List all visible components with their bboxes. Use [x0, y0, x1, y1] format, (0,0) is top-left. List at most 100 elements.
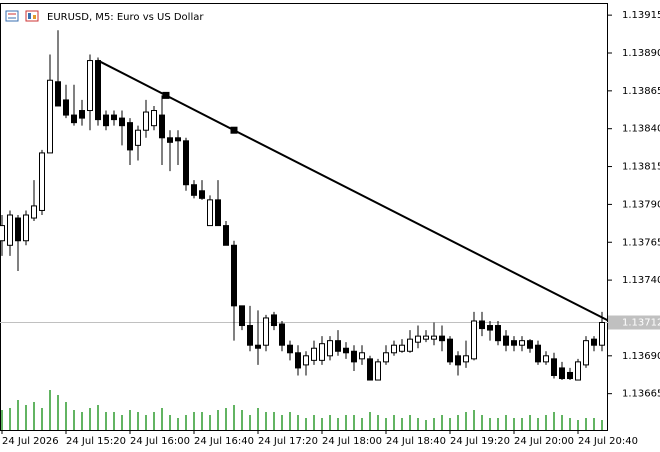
candle-body — [159, 114, 165, 139]
y-tick-label: 1.13790 — [622, 199, 660, 210]
candle-body — [479, 320, 485, 330]
x-tick-label: 24 Jul 19:20 — [450, 436, 510, 447]
chart-title: EURUSD, M5: Euro vs US Dollar — [47, 12, 204, 23]
candle-body — [303, 355, 309, 366]
candle-body — [279, 323, 285, 346]
candle-body — [183, 140, 189, 186]
x-tick-label: 24 Jul 18:00 — [322, 436, 382, 447]
trend-anchor — [230, 126, 238, 134]
candle-body — [271, 314, 277, 327]
candle-body — [359, 352, 365, 360]
candle-body — [263, 317, 269, 346]
candle-body — [551, 358, 557, 376]
candle-body — [335, 340, 341, 352]
candle-body — [103, 114, 109, 127]
candle-body — [343, 347, 349, 354]
candle-body — [95, 60, 101, 121]
candle-body — [311, 347, 317, 361]
candle-body — [455, 355, 461, 366]
y-tick-label: 1.13840 — [622, 124, 660, 135]
y-tick-label: 1.13915 — [622, 10, 660, 21]
candle-body — [575, 361, 581, 381]
y-tick-label: 1.13865 — [622, 86, 660, 97]
candle-body — [191, 184, 197, 196]
x-tick-label: 24 Jul 20:00 — [514, 436, 574, 447]
candle-body — [239, 305, 245, 327]
candle-body — [63, 99, 69, 116]
candle-body — [287, 344, 293, 354]
icon — [25, 10, 39, 22]
candle-body — [79, 110, 85, 119]
candle-body — [391, 344, 397, 354]
candle-body — [495, 325, 501, 342]
candle-body — [199, 190, 205, 199]
last-price-box — [608, 315, 660, 330]
trend-line — [97, 59, 613, 324]
x-tick-label: 24 Jul 18:40 — [386, 436, 446, 447]
candle-body — [463, 355, 469, 363]
candle-body — [207, 199, 213, 227]
last-price-label: 1.13712 — [622, 318, 660, 329]
candle-body — [231, 244, 237, 307]
candle-body — [39, 152, 45, 211]
symbol-icons — [5, 10, 39, 22]
candle-body — [511, 340, 517, 346]
candle-body — [127, 122, 133, 151]
x-tick-label: 24 Jul 2026 — [2, 436, 59, 447]
candle-body — [487, 325, 493, 331]
candle-body — [503, 335, 509, 346]
candle-body — [543, 355, 549, 363]
x-tick-label: 24 Jul 16:00 — [130, 436, 190, 447]
candle-body — [319, 343, 325, 361]
x-tick-label: 24 Jul 20:40 — [578, 436, 638, 447]
candle-body — [559, 367, 565, 380]
candle-body — [367, 358, 373, 381]
y-tick-label: 1.13740 — [622, 275, 660, 286]
candle-body — [151, 110, 157, 127]
candle-body — [247, 325, 253, 346]
candle-body — [407, 338, 413, 352]
x-tick-label: 24 Jul 17:20 — [258, 436, 318, 447]
candle-body — [591, 338, 597, 346]
candle-body — [295, 352, 301, 369]
candle-body — [415, 335, 421, 343]
candle-body — [23, 214, 29, 242]
candle-body — [135, 129, 141, 146]
candle-body — [71, 114, 77, 124]
candle-body — [527, 340, 533, 349]
icon — [5, 10, 19, 22]
candle-body — [439, 335, 445, 342]
candle-body — [111, 114, 117, 121]
y-tick-label: 1.13815 — [622, 162, 660, 173]
candle-body — [383, 352, 389, 363]
candle-body — [423, 335, 429, 340]
candle-body — [399, 344, 405, 352]
trend-anchor — [162, 91, 170, 99]
candle-body — [7, 214, 13, 246]
candle-body — [55, 81, 61, 107]
y-tick-label: 1.13690 — [622, 351, 660, 362]
candle-body — [31, 205, 37, 219]
y-tick-label: 1.13665 — [622, 389, 660, 400]
candle-body — [375, 361, 381, 381]
candle-body — [567, 371, 573, 380]
candle-body — [87, 60, 93, 112]
candle-body — [519, 340, 525, 346]
x-tick-label: 24 Jul 16:40 — [194, 436, 254, 447]
x-tick-label: 24 Jul 15:20 — [66, 436, 126, 447]
candle-body — [535, 344, 541, 363]
candle-body — [327, 340, 333, 357]
icon — [33, 15, 36, 19]
y-tick-label: 1.13765 — [622, 237, 660, 248]
y-tick-label: 1.13890 — [622, 48, 660, 59]
candle-body — [143, 111, 149, 131]
candle-body — [215, 199, 221, 227]
candle-body — [599, 322, 605, 346]
candle-body — [255, 344, 261, 349]
icon — [28, 13, 31, 19]
candle-body — [431, 335, 437, 340]
candle-body — [175, 137, 181, 142]
candle-body — [0, 225, 5, 242]
